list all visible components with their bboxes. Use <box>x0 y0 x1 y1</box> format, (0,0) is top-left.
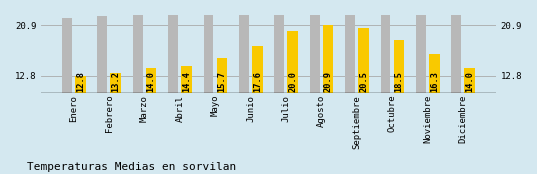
Text: 15.7: 15.7 <box>217 72 227 92</box>
Bar <box>465 68 475 93</box>
Text: Temperaturas Medias en sorvilan: Temperaturas Medias en sorvilan <box>27 162 236 172</box>
Bar <box>345 0 355 93</box>
Bar <box>310 0 320 93</box>
Bar <box>323 25 333 93</box>
Text: 20.0: 20.0 <box>288 72 297 92</box>
Bar <box>358 27 369 93</box>
Text: 12.8: 12.8 <box>76 72 85 92</box>
Text: 20.5: 20.5 <box>359 72 368 92</box>
Text: 14.0: 14.0 <box>147 72 156 92</box>
Text: 14.0: 14.0 <box>465 72 474 92</box>
Text: 18.5: 18.5 <box>394 72 403 92</box>
Text: 13.2: 13.2 <box>111 72 120 92</box>
Bar <box>97 16 107 93</box>
Bar <box>274 0 284 93</box>
Bar <box>239 0 249 93</box>
Bar <box>204 0 214 93</box>
Bar <box>451 11 461 93</box>
Bar <box>394 40 404 93</box>
Bar <box>111 73 121 93</box>
Text: 14.4: 14.4 <box>182 72 191 92</box>
Bar <box>146 68 156 93</box>
Bar <box>381 0 390 93</box>
Bar <box>168 8 178 93</box>
Text: 17.6: 17.6 <box>253 72 262 92</box>
Bar <box>182 66 192 93</box>
Text: 20.9: 20.9 <box>324 72 332 92</box>
Bar <box>216 58 227 93</box>
Bar <box>429 54 440 93</box>
Bar <box>62 18 72 93</box>
Bar <box>287 31 298 93</box>
Text: 16.3: 16.3 <box>430 72 439 92</box>
Bar <box>252 46 263 93</box>
Bar <box>133 11 143 93</box>
Bar <box>75 76 86 93</box>
Bar <box>416 0 426 93</box>
